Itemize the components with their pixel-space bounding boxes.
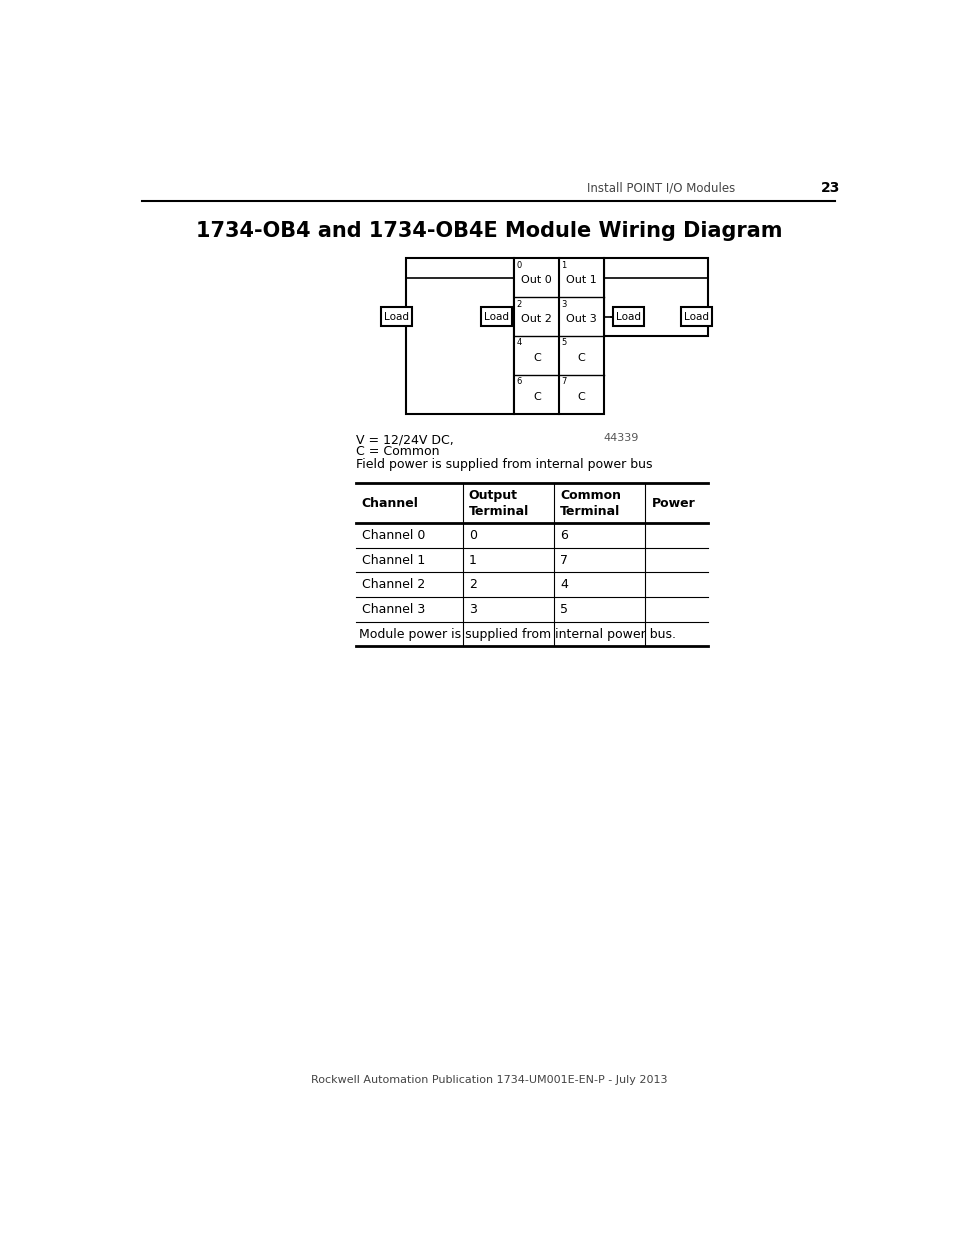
Bar <box>480 308 512 326</box>
Text: Channel 1: Channel 1 <box>361 553 425 567</box>
Text: Load: Load <box>484 311 509 321</box>
Text: C = Common: C = Common <box>355 446 438 458</box>
Text: 3: 3 <box>560 300 566 309</box>
Bar <box>680 308 711 326</box>
Bar <box>381 308 412 326</box>
Text: 0: 0 <box>517 261 521 269</box>
Text: 0: 0 <box>468 529 476 542</box>
Text: C: C <box>533 353 540 363</box>
Text: 5: 5 <box>560 338 566 347</box>
Bar <box>514 258 603 414</box>
Text: Common
Terminal: Common Terminal <box>559 489 620 517</box>
Text: 1734-OB4 and 1734-OB4E Module Wiring Diagram: 1734-OB4 and 1734-OB4E Module Wiring Dia… <box>195 221 781 241</box>
Text: Channel: Channel <box>361 496 418 510</box>
Text: 23: 23 <box>820 182 840 195</box>
Text: Channel 3: Channel 3 <box>361 603 425 616</box>
Text: 3: 3 <box>468 603 476 616</box>
Text: 2: 2 <box>468 578 476 592</box>
Text: Load: Load <box>384 311 409 321</box>
Text: Out 2: Out 2 <box>520 314 552 324</box>
Text: Module power is supplied from internal power bus.: Module power is supplied from internal p… <box>359 627 676 641</box>
Text: 2: 2 <box>517 300 521 309</box>
Text: 6: 6 <box>559 529 567 542</box>
Text: Install POINT I/O Modules: Install POINT I/O Modules <box>586 182 735 195</box>
Text: Out 1: Out 1 <box>565 275 596 285</box>
Text: 5: 5 <box>559 603 568 616</box>
Text: 7: 7 <box>559 553 568 567</box>
Text: Field power is supplied from internal power bus: Field power is supplied from internal po… <box>355 458 652 471</box>
Text: 4: 4 <box>517 338 521 347</box>
Text: Rockwell Automation Publication 1734-UM001E-EN-P - July 2013: Rockwell Automation Publication 1734-UM0… <box>311 1074 666 1084</box>
Bar <box>603 258 707 336</box>
Text: Load: Load <box>683 311 708 321</box>
Text: 7: 7 <box>560 377 566 387</box>
Bar <box>406 258 514 414</box>
Text: 1: 1 <box>560 261 566 269</box>
Text: Output
Terminal: Output Terminal <box>468 489 529 517</box>
Text: C: C <box>533 391 540 401</box>
Text: V = 12/24V DC,: V = 12/24V DC, <box>355 433 453 446</box>
Text: 1: 1 <box>468 553 476 567</box>
Text: Channel 0: Channel 0 <box>361 529 425 542</box>
Text: C: C <box>577 353 584 363</box>
Bar <box>612 308 643 326</box>
Text: 4: 4 <box>559 578 567 592</box>
Text: 6: 6 <box>517 377 521 387</box>
Text: Channel 2: Channel 2 <box>361 578 425 592</box>
Text: Power: Power <box>651 496 695 510</box>
Text: Out 0: Out 0 <box>521 275 552 285</box>
Text: 44339: 44339 <box>603 433 639 443</box>
Text: C: C <box>577 391 584 401</box>
Text: Load: Load <box>616 311 640 321</box>
Text: Out 3: Out 3 <box>565 314 596 324</box>
